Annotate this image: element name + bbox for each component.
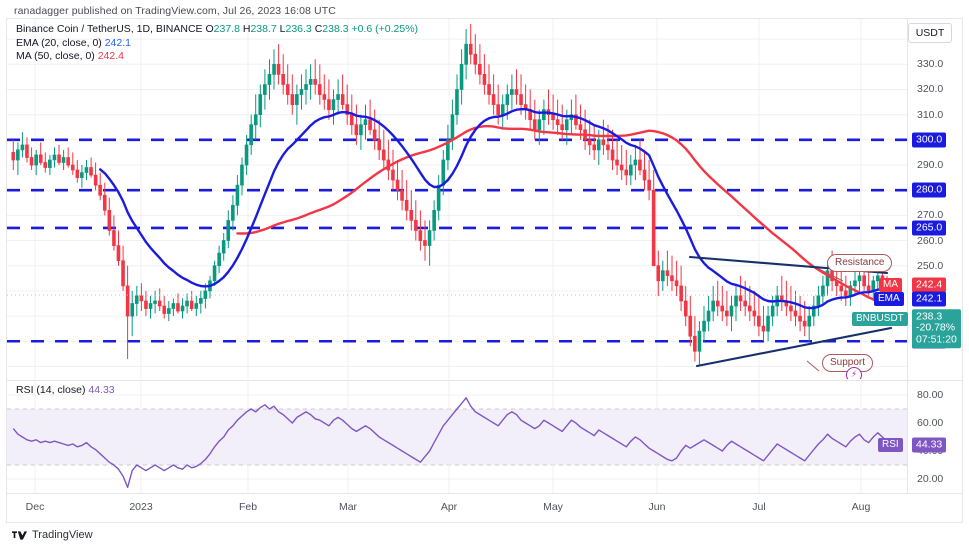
price-pane[interactable]: Binance Coin / TetherUS, 1D, BINANCE O23… xyxy=(7,19,907,379)
resistance-callout[interactable]: Resistance xyxy=(827,254,893,272)
rsi-value-tag[interactable]: 44.33 xyxy=(912,437,947,453)
rsi-axis-tick: 80.00 xyxy=(917,389,944,401)
tradingview-brand: TradingView xyxy=(12,529,93,541)
price-axis-tick: 330.0 xyxy=(917,58,944,71)
price-chart-svg[interactable] xyxy=(7,19,907,379)
last-price-change: -20.78% xyxy=(916,321,956,334)
price-axis-tick: 250.0 xyxy=(917,259,944,272)
rsi-axis-tick: 60.00 xyxy=(917,417,944,429)
ma-price-tag[interactable]: 242.4 xyxy=(912,277,947,293)
price-level-tag[interactable]: 300.0 xyxy=(912,132,947,148)
price-axis-tick: 320.0 xyxy=(917,83,944,96)
tradingview-logo-icon xyxy=(12,530,27,541)
time-axis-tick: May xyxy=(543,501,563,513)
last-price-tag[interactable]: 238.3 -20.78% 07:51:20 xyxy=(912,309,961,349)
time-axis[interactable]: Dec 2023 Feb Mar Apr May Jun Jul Aug xyxy=(7,494,907,522)
time-axis-tick: Apr xyxy=(440,501,458,513)
price-axis-tick: 270.0 xyxy=(917,209,944,222)
ema-side-label: EMA xyxy=(874,291,904,306)
ema-price-tag[interactable]: 242.1 xyxy=(912,291,947,307)
time-axis-tick: Jul xyxy=(752,501,766,513)
time-axis-tick: Jun xyxy=(648,501,666,513)
rsi-pane[interactable]: RSI (14, close) 44.33 xyxy=(7,381,907,493)
price-level-tag[interactable]: 280.0 xyxy=(912,182,947,198)
symbol-side-label: BNBUSDT xyxy=(852,311,908,326)
pane-divider-price-rsi xyxy=(7,380,962,381)
currency-chip[interactable]: USDT xyxy=(908,23,952,43)
time-axis-tick: 2023 xyxy=(129,501,153,513)
price-axis-tick: 310.0 xyxy=(917,108,944,121)
time-axis-tick: Dec xyxy=(25,501,45,513)
last-price-countdown: 07:51:20 xyxy=(916,333,957,346)
rsi-axis-tick: 20.00 xyxy=(917,473,944,485)
pane-divider-rsi-time xyxy=(7,493,962,494)
time-axis-tick: Mar xyxy=(338,501,358,513)
tradingview-brand-label: TradingView xyxy=(32,529,93,541)
price-axis[interactable]: 340.0330.0320.0310.0290.0270.0260.0250.0… xyxy=(852,19,962,493)
price-level-tag[interactable]: 265.0 xyxy=(912,220,947,236)
ma-side-label: MA xyxy=(879,277,902,292)
time-axis-tick: Feb xyxy=(238,501,258,513)
chart-frame[interactable]: Binance Coin / TetherUS, 1D, BINANCE O23… xyxy=(6,18,963,523)
rsi-side-label: RSI xyxy=(878,437,903,452)
price-axis-tick: 260.0 xyxy=(917,234,944,247)
alert-bolt-icon[interactable]: ⚡ xyxy=(846,367,862,379)
rsi-chart-svg[interactable] xyxy=(7,381,907,493)
axis-divider-vertical xyxy=(907,19,908,493)
time-axis-tick: Aug xyxy=(851,501,871,513)
attribution-text: ranadagger published on TradingView.com,… xyxy=(14,5,336,17)
price-axis-tick: 290.0 xyxy=(917,159,944,171)
last-price-price: 238.3 xyxy=(916,310,943,323)
